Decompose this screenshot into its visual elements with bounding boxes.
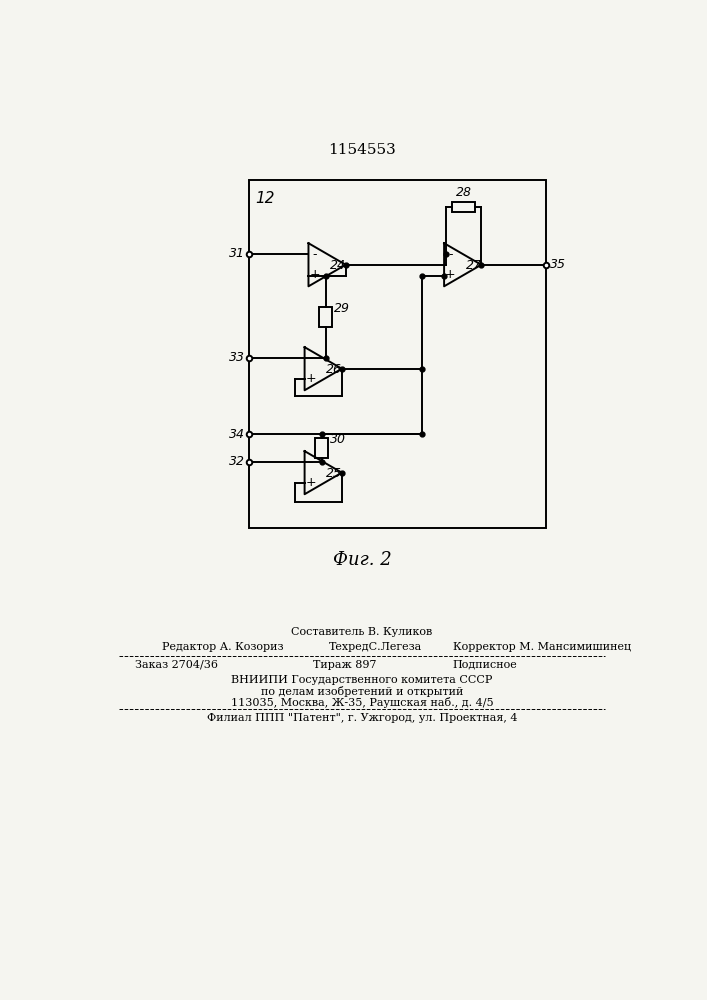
Text: 26: 26 xyxy=(327,363,342,376)
Text: 113035, Москва, Ж-35, Раушская наб., д. 4/5: 113035, Москва, Ж-35, Раушская наб., д. … xyxy=(230,697,493,708)
Text: -: - xyxy=(312,248,317,261)
Text: Заказ 2704/36: Заказ 2704/36 xyxy=(135,660,218,670)
Bar xyxy=(315,438,328,458)
Text: 32: 32 xyxy=(229,455,245,468)
Text: 24: 24 xyxy=(330,259,346,272)
Text: Тираж 897: Тираж 897 xyxy=(313,660,377,670)
Text: +: + xyxy=(445,268,455,281)
Bar xyxy=(452,202,475,212)
Text: Филиал ППП "Патент", г. Ужгород, ул. Проектная, 4: Филиал ППП "Патент", г. Ужгород, ул. Про… xyxy=(206,713,518,723)
Text: ТехредС.Легеза: ТехредС.Легеза xyxy=(329,642,422,652)
Text: +: + xyxy=(310,268,320,281)
Text: 27: 27 xyxy=(466,259,481,272)
Text: +: + xyxy=(305,372,316,385)
Text: Составитель В. Куликов: Составитель В. Куликов xyxy=(291,627,433,637)
Text: 25: 25 xyxy=(327,467,342,480)
Text: 12: 12 xyxy=(255,191,274,206)
Text: 31: 31 xyxy=(229,247,245,260)
Text: 1154553: 1154553 xyxy=(328,143,396,157)
Text: 29: 29 xyxy=(334,302,350,315)
Text: 34: 34 xyxy=(229,428,245,441)
Text: -: - xyxy=(308,456,313,469)
Bar xyxy=(249,180,546,528)
Text: по делам изобретений и открытий: по делам изобретений и открытий xyxy=(261,686,463,697)
Text: Корректор М. Мансимишинец: Корректор М. Мансимишинец xyxy=(452,642,631,652)
Text: ВНИИПИ Государственного комитета СССР: ВНИИПИ Государственного комитета СССР xyxy=(231,675,493,685)
Text: Редактор А. Козориз: Редактор А. Козориз xyxy=(162,642,284,652)
Text: Фиг. 2: Фиг. 2 xyxy=(332,551,392,569)
Text: 28: 28 xyxy=(455,186,472,199)
Text: -: - xyxy=(448,248,452,261)
Bar xyxy=(320,307,332,327)
Text: 33: 33 xyxy=(229,351,245,364)
Text: 35: 35 xyxy=(549,258,566,271)
Text: -: - xyxy=(308,352,313,365)
Text: Подписное: Подписное xyxy=(452,660,518,670)
Text: 30: 30 xyxy=(330,433,346,446)
Text: +: + xyxy=(305,476,316,489)
